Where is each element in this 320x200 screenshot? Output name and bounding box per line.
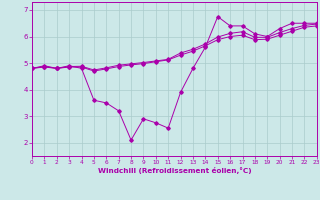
X-axis label: Windchill (Refroidissement éolien,°C): Windchill (Refroidissement éolien,°C) [98, 167, 251, 174]
